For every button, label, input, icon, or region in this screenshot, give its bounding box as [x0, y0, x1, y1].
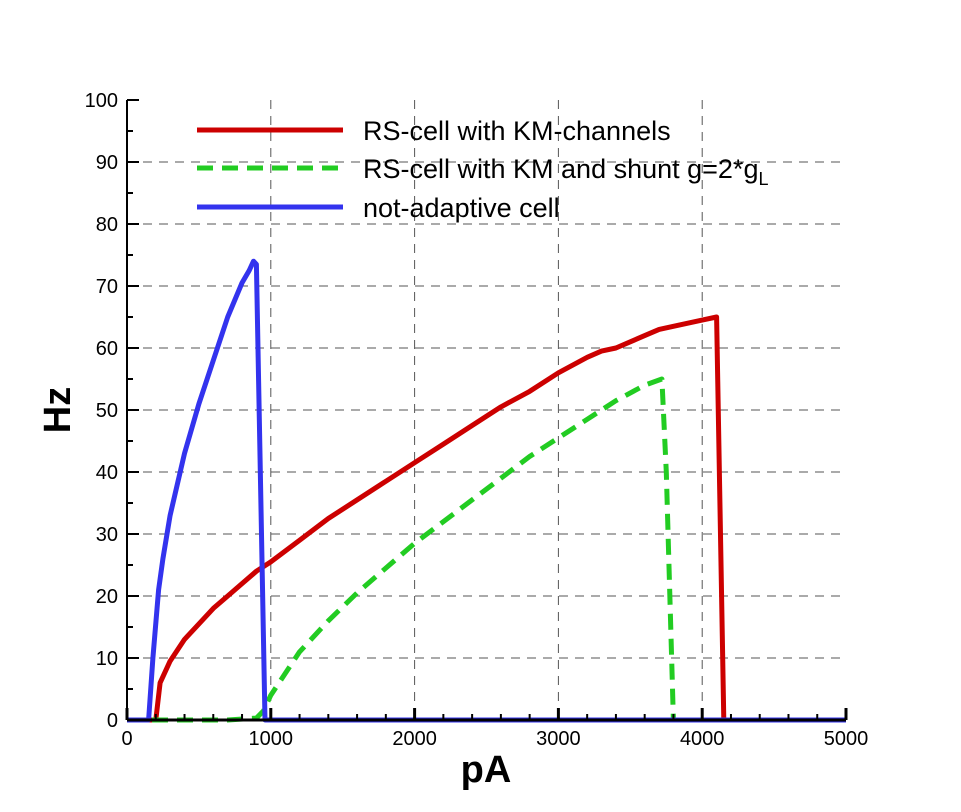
y-tick-label: 30	[96, 524, 118, 546]
y-axis-label: Hz	[37, 387, 79, 433]
y-tick-label: 50	[96, 400, 118, 422]
legend-label-2: RS-cell with KM and shunt g=2*gL	[363, 154, 768, 189]
y-tick-label: 60	[96, 338, 118, 360]
grid-lines	[127, 100, 846, 720]
y-tick-label: 40	[96, 462, 118, 484]
series-lines	[127, 258, 846, 723]
series-line-3	[127, 258, 846, 723]
x-tick-label: 0	[121, 728, 132, 750]
legend-label-1: RS-cell with KM-channels	[363, 116, 671, 146]
x-tick-label: 5000	[824, 728, 869, 750]
x-tick-label: 3000	[536, 728, 581, 750]
legend-label-3: not-adaptive cell	[363, 193, 560, 223]
x-tick-label: 1000	[249, 728, 294, 750]
y-tick-label: 100	[85, 90, 118, 112]
series-line-2	[127, 376, 846, 723]
series-line-1	[127, 314, 846, 723]
legend-subscript: L	[758, 169, 768, 189]
x-tick-label: 4000	[680, 728, 725, 750]
y-axis-ticks: 0 10 20 30 40 50 60 70 80 90 100	[85, 90, 139, 732]
legend: RS-cell with KM-channels RS-cell with KM …	[197, 116, 768, 223]
x-tick-label: 2000	[392, 728, 437, 750]
y-tick-label: 70	[96, 276, 118, 298]
y-tick-label: 10	[96, 648, 118, 670]
y-tick-label: 0	[107, 710, 118, 732]
y-tick-label: 90	[96, 152, 118, 174]
x-axis-ticks: 0 1000 2000 3000 4000 5000	[121, 708, 868, 750]
x-axis-label: pA	[461, 749, 512, 791]
y-tick-label: 20	[96, 586, 118, 608]
y-tick-label: 80	[96, 214, 118, 236]
